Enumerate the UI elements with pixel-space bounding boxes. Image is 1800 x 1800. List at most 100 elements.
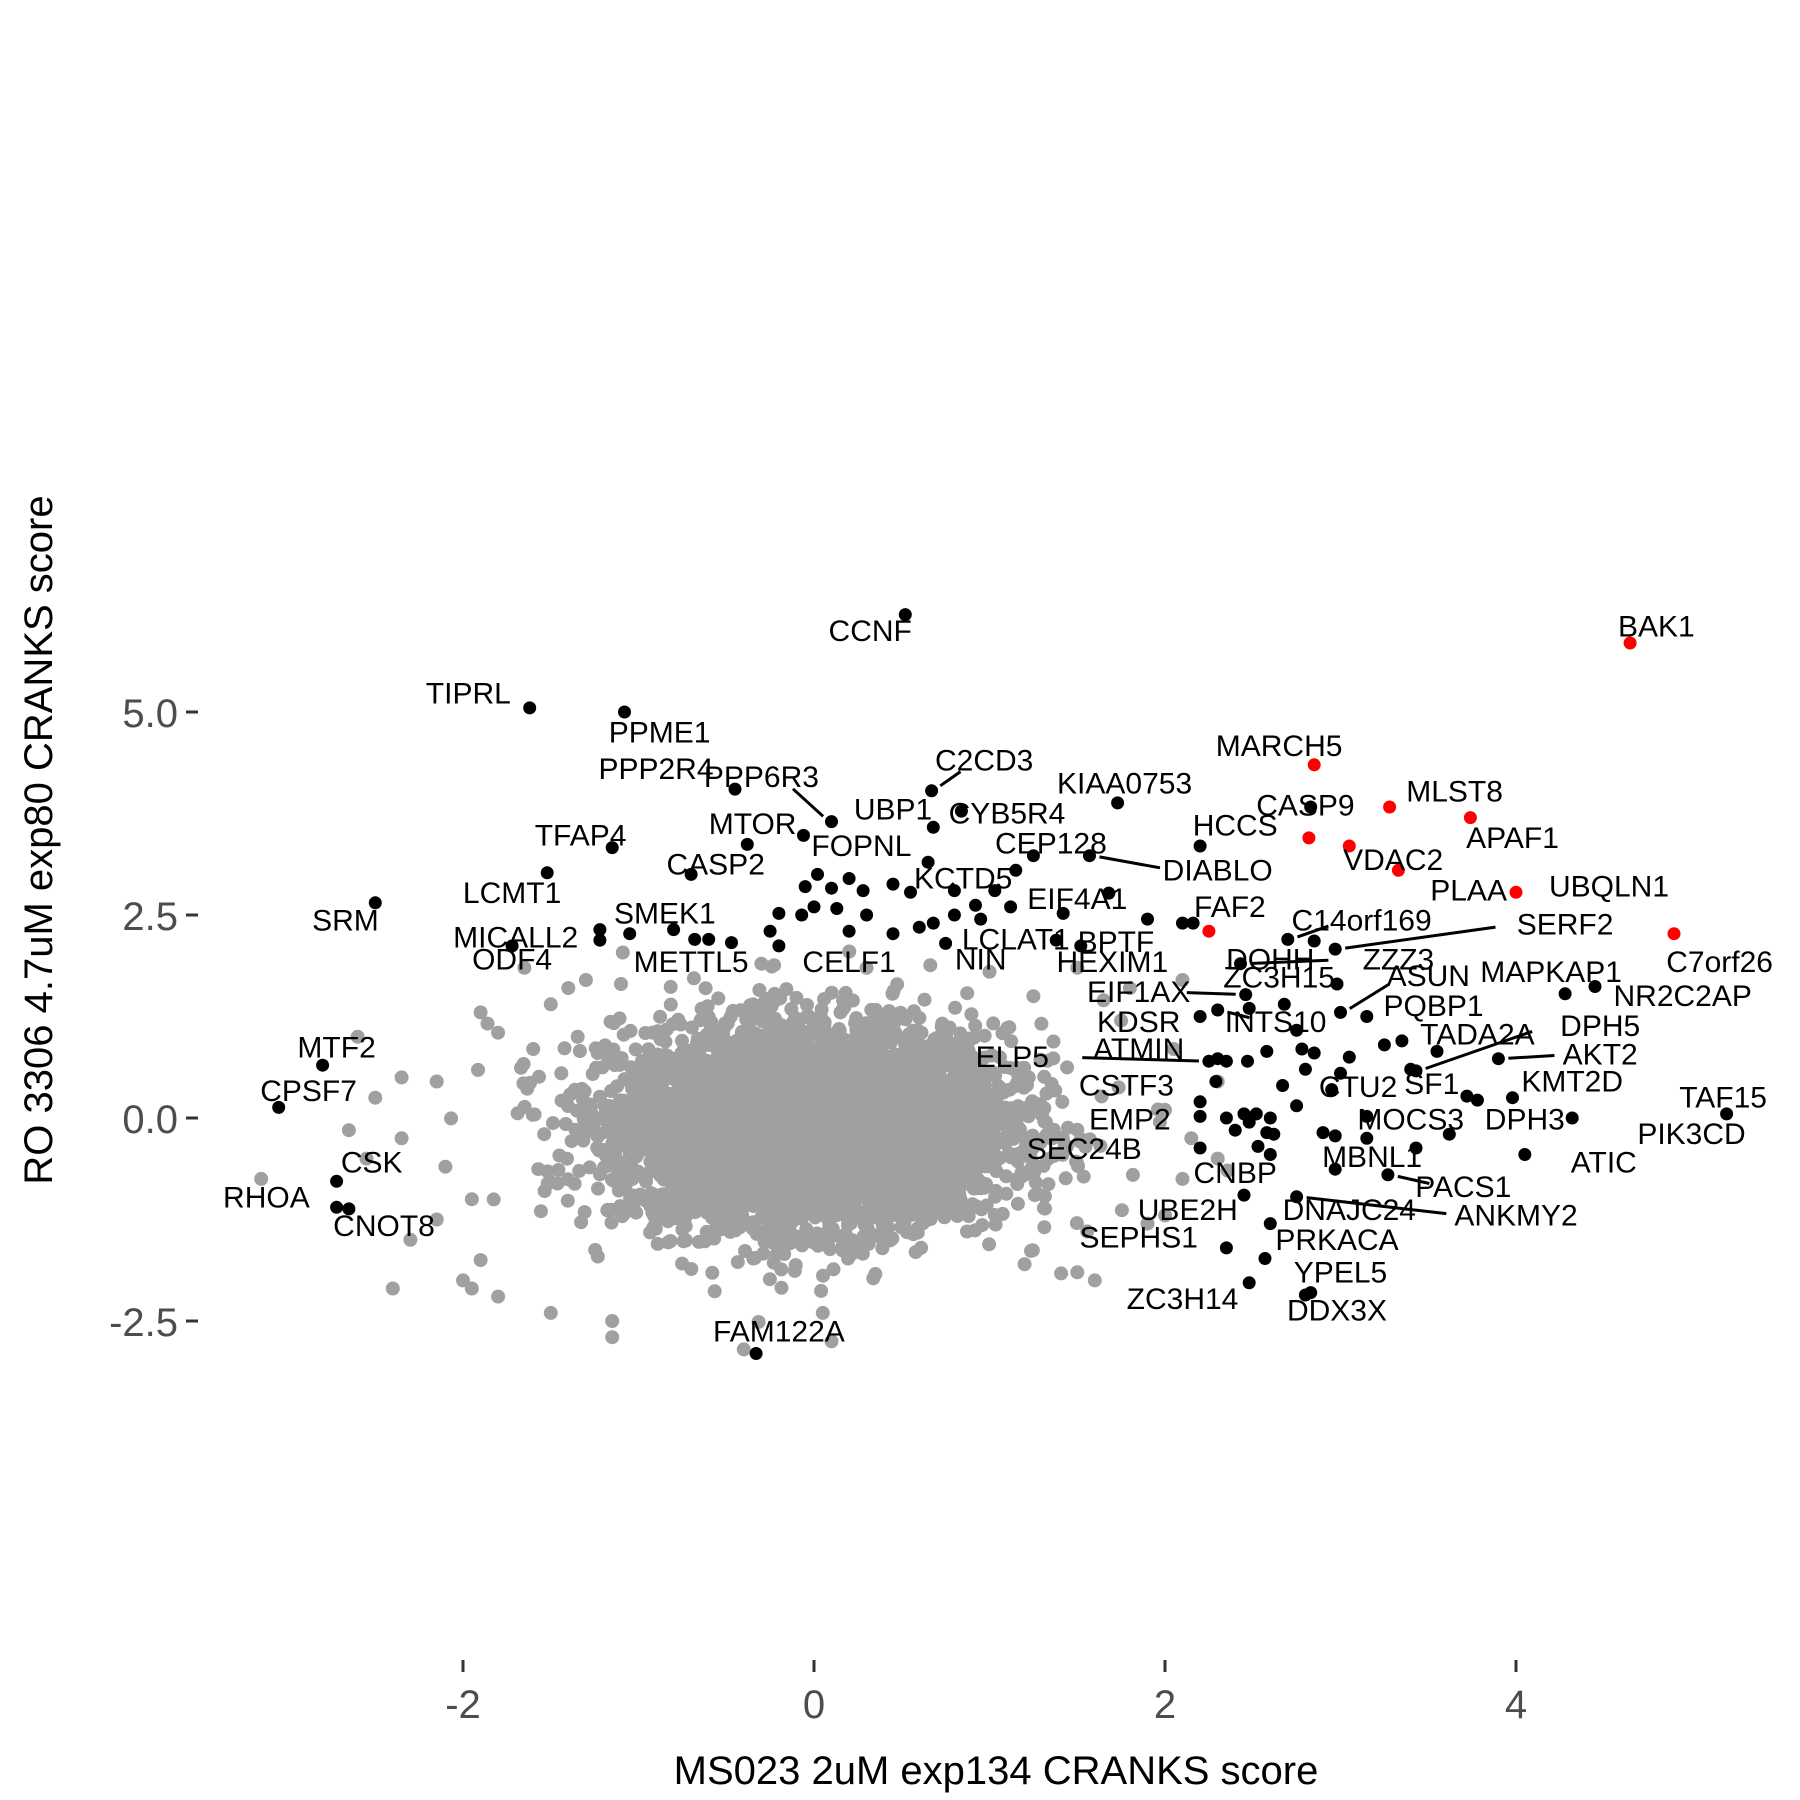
background-point [811,1238,826,1253]
background-point [952,1187,967,1202]
background-point [823,1242,837,1257]
background-point [663,997,678,1012]
background-point [486,1192,501,1207]
background-point [964,1007,979,1022]
background-point [629,1082,644,1097]
background-point [995,1206,1010,1221]
background-point [730,1050,744,1065]
background-point [831,1051,846,1066]
background-point [917,1165,932,1180]
background-point [1037,1101,1052,1116]
background-point [831,1193,846,1208]
background-point [707,1284,722,1299]
background-point [794,1211,809,1226]
background-point [582,1160,597,1175]
background-point [859,1041,874,1056]
background-point [912,1010,927,1025]
background-point [1025,1243,1040,1258]
background-point [762,1272,777,1287]
background-point [577,1205,592,1220]
background-point [956,1177,971,1192]
background-point [598,1124,613,1139]
background-point [1220,1163,1235,1178]
background-point [881,1220,896,1235]
background-point [845,1233,860,1248]
background-point [663,1133,678,1148]
background-point [771,1216,786,1231]
background-point [859,1016,874,1031]
background-point [870,1126,885,1140]
background-point [648,1221,663,1236]
background-point [956,1063,971,1078]
background-point [910,1225,925,1240]
background-point [613,1131,628,1146]
background-point [986,1016,1001,1031]
background-point [738,1061,753,1076]
background-point [1040,1053,1055,1068]
background-point [789,990,804,1005]
background-point [877,1014,892,1028]
background-point [1027,1188,1042,1203]
background-point [560,1193,575,1208]
background-point [584,1104,598,1119]
background-point [971,1054,986,1069]
background-point [1114,1203,1129,1218]
background-point [865,1199,880,1214]
background-point [665,1017,680,1032]
background-point [746,1251,761,1266]
background-point [774,1018,789,1033]
background-point [845,1246,860,1261]
background-point [1076,1169,1091,1184]
background-point [603,1014,618,1029]
background-point [849,1022,864,1037]
background-point [933,1158,948,1173]
background-point [628,1042,643,1057]
background-point [681,1172,696,1187]
background-point [650,1024,665,1039]
background-point [790,1098,805,1112]
background-point [1010,1075,1025,1090]
background-point [774,1280,789,1295]
background-point [982,1155,997,1170]
background-point [988,1189,1003,1204]
background-point [647,1209,662,1224]
background-point [980,1114,995,1129]
background-point [1054,1266,1069,1281]
background-point [686,971,701,986]
background-point [711,991,726,1006]
background-point [843,1216,858,1231]
background-point [698,981,713,996]
background-point [961,1209,976,1224]
background-point [592,1089,607,1104]
background-point [540,1164,555,1179]
background-point [856,1229,871,1244]
background-point [956,1123,971,1138]
background-point [669,1155,683,1170]
background-point [800,998,814,1012]
background-point [1055,1094,1070,1109]
background-point [917,992,932,1007]
background-point [574,1081,589,1096]
background-point [1152,1115,1167,1130]
background-point [1010,1196,1025,1211]
background-point [1078,1139,1093,1154]
background-point [678,1233,693,1248]
background-point [604,1215,619,1230]
background-point [558,1117,573,1131]
background-point [1070,1122,1085,1137]
background-point [675,1058,690,1073]
background-point [896,1203,911,1218]
background-point [908,1245,923,1260]
background-point [923,958,938,973]
background-point [557,1041,572,1056]
background-point [627,1150,642,1165]
background-point [968,1018,983,1033]
background-point [1037,1220,1052,1235]
background-point [480,1016,495,1031]
background-point [886,984,901,999]
background-point [663,1234,678,1248]
background-point [907,1154,922,1169]
background-point [842,944,857,959]
background-point [1041,1177,1056,1192]
